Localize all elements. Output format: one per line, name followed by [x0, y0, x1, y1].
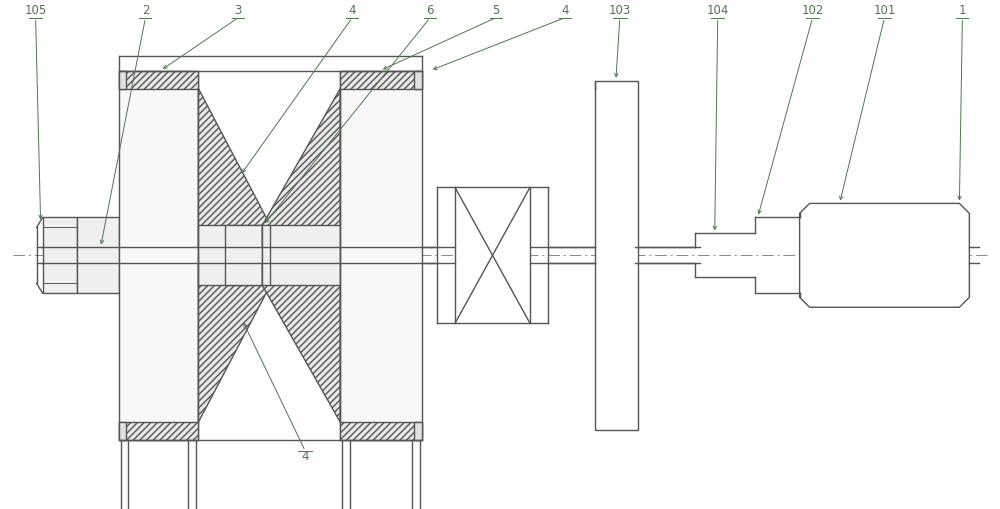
Text: 6: 6 [426, 4, 434, 17]
Bar [414, 71, 422, 89]
Bar [119, 422, 126, 440]
Bar [119, 71, 198, 89]
Text: 104: 104 [707, 4, 729, 17]
Polygon shape [198, 263, 270, 422]
Text: 3: 3 [235, 4, 242, 17]
Text: 5: 5 [492, 4, 500, 17]
Polygon shape [800, 204, 969, 307]
Polygon shape [262, 89, 340, 247]
Bar [455, 187, 530, 323]
Text: 102: 102 [801, 4, 824, 17]
Text: 103: 103 [609, 4, 631, 17]
Bar [198, 225, 270, 286]
Bar [340, 71, 422, 440]
Bar [595, 80, 638, 430]
Bar [119, 71, 126, 89]
Text: 4: 4 [302, 450, 309, 463]
Bar [77, 217, 119, 293]
Polygon shape [198, 89, 270, 247]
Bar [119, 422, 198, 440]
Polygon shape [262, 263, 340, 422]
Text: 4: 4 [348, 4, 356, 17]
Bar [340, 71, 422, 89]
Bar [225, 225, 262, 286]
Bar [414, 422, 422, 440]
Bar [340, 422, 422, 440]
Text: 101: 101 [873, 4, 896, 17]
Text: 4: 4 [561, 4, 569, 17]
Text: 105: 105 [24, 4, 47, 17]
Bar [119, 71, 198, 440]
Text: 1: 1 [959, 4, 966, 17]
Bar [43, 217, 77, 293]
Text: 2: 2 [142, 4, 149, 17]
Bar [262, 225, 340, 286]
